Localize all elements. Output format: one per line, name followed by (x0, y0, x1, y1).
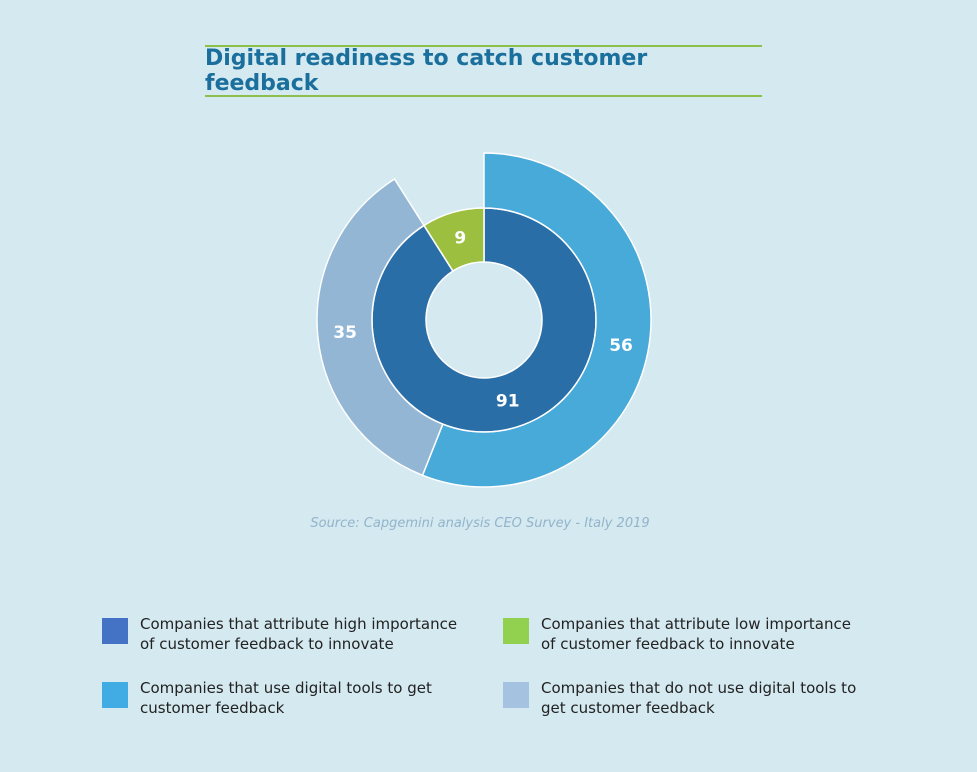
legend-label: Companies that attribute high importance… (140, 615, 458, 653)
legend-item: Companies that attribute low importance … (503, 614, 863, 654)
legend-label: Companies that use digital tools to get … (140, 679, 432, 717)
chart-title: Digital readiness to catch customer feed… (205, 46, 648, 96)
legend-swatch (503, 682, 529, 708)
legend-item: Companies that use digital tools to get … (102, 678, 462, 718)
legend-swatch (102, 618, 128, 644)
donut-segment (421, 152, 652, 488)
donut-segment (316, 177, 444, 477)
legend-label: Companies that attribute low importance … (541, 615, 851, 653)
segment-label: 56 (609, 336, 633, 356)
legend-item: Companies that do not use digital tools … (503, 678, 863, 718)
legend-swatch (503, 618, 529, 644)
legend-item: Companies that attribute high importance… (102, 614, 462, 654)
source-note: Source: Capgemini analysis CEO Survey - … (310, 516, 650, 531)
segment-label: 9 (454, 228, 466, 248)
title-box: Digital readiness to catch customer feed… (205, 45, 762, 97)
legend-swatch (102, 682, 128, 708)
segment-label: 91 (496, 392, 520, 412)
legend-label: Companies that do not use digital tools … (541, 679, 857, 717)
segment-label: 35 (333, 323, 357, 343)
